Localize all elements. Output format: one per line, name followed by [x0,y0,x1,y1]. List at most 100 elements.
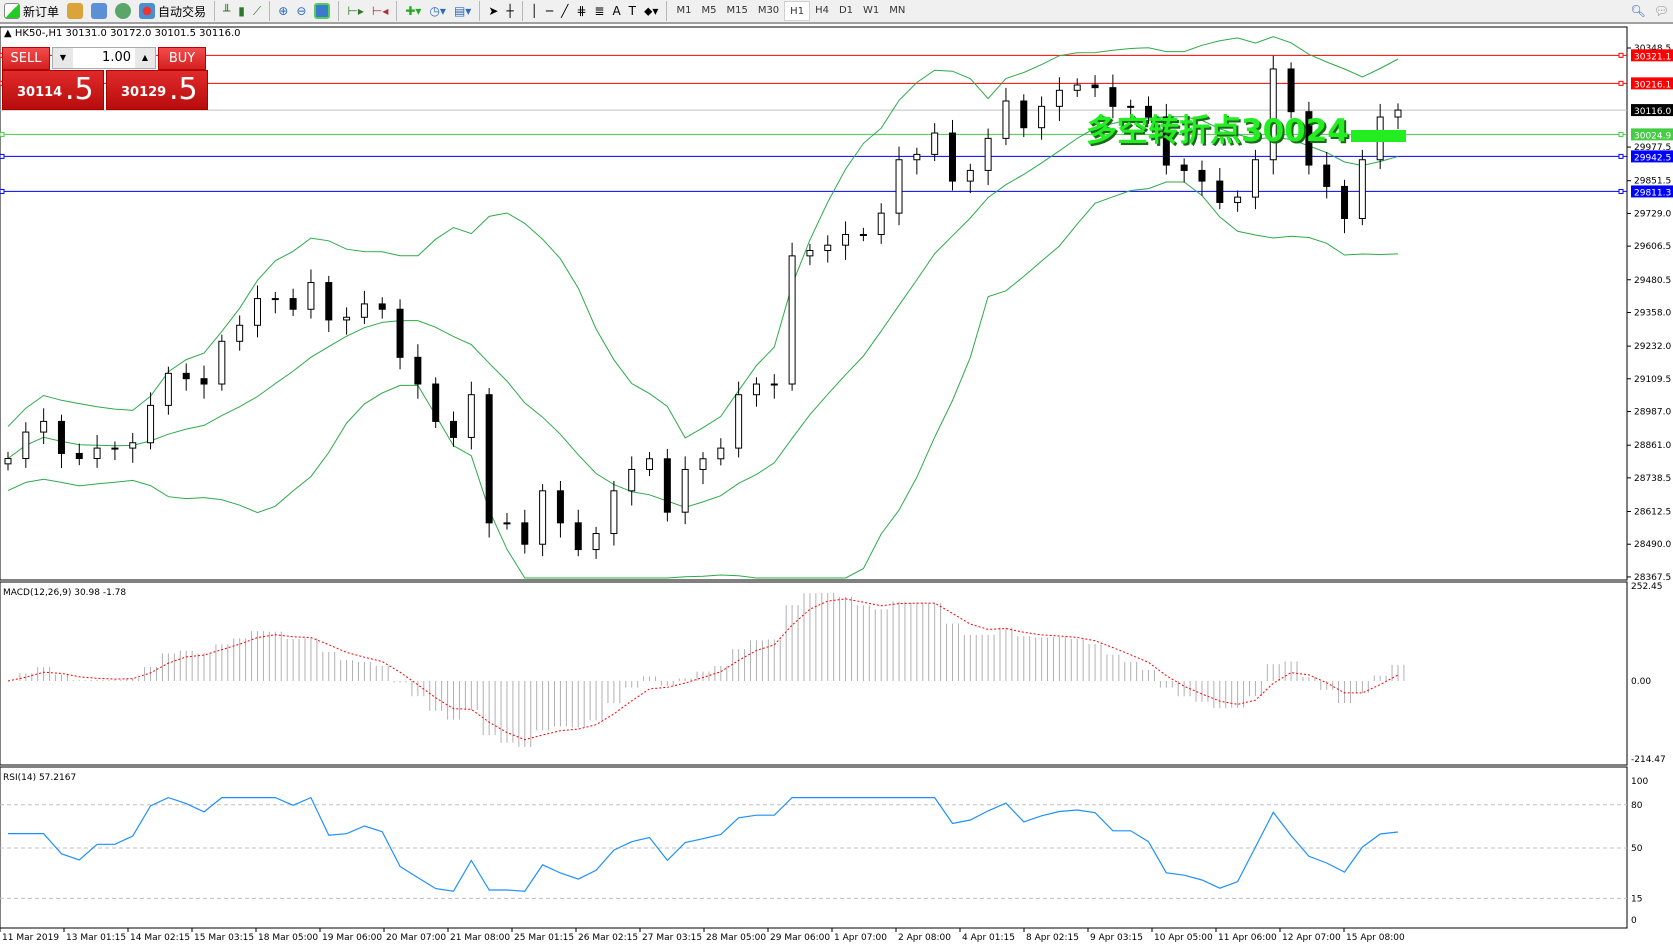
timeframe-h1[interactable]: H1 [784,1,811,21]
candle-bear [1180,164,1188,171]
auto-trading-button[interactable]: 自动交易 [135,0,210,22]
text-label-button[interactable]: T [625,0,640,22]
time-label: 28 Mar 05:00 [706,933,766,943]
timeframe-m30[interactable]: M30 [757,5,780,16]
candle-bear [1341,185,1349,219]
decrease-lots-icon[interactable]: ▼ [59,53,67,62]
timeframe-m1[interactable]: M1 [676,5,692,16]
candle-bull [1234,196,1242,203]
candle-bear [325,282,333,321]
signals-icon [115,3,132,19]
lots-input[interactable]: 1.00 [73,48,135,68]
horizontal-line-icon: ─ [545,4,554,18]
line-handle [0,153,5,159]
zoom-out-button[interactable]: ⊖ [292,0,310,22]
zoom-in-button[interactable]: ⊕ [274,0,292,22]
time-label: 1 Apr 07:00 [834,933,887,943]
candlestick-button[interactable]: ▮ [234,0,249,22]
candle-bear [182,372,190,380]
tile-windows-button[interactable] [310,0,334,22]
candle-bull [1251,159,1259,198]
auto-trading-label: 自动交易 [158,4,207,19]
candle-bull [859,233,867,236]
timeframe-w1[interactable]: W1 [863,5,880,16]
price-label: 30216.1 [1634,80,1671,90]
timeframe-mn[interactable]: MN [889,5,906,16]
templates-button[interactable]: ▤▾ [450,0,475,22]
buy-price-main: 30129 [121,85,167,100]
timeframe-m15[interactable]: M15 [726,5,748,16]
candle-bear [75,452,83,460]
candle-bull [539,490,547,545]
crosshair-button[interactable]: ┼ [502,0,517,22]
collapse-triangle-icon[interactable]: ▲ [4,28,12,39]
chart-window[interactable]: 30348.5 29977.5 29851.5 29729.0 29606.5 29480… [0,26,1673,944]
zoom-in-icon: ⊕ [278,4,289,18]
macd-tick-label: 252.45 [1631,582,1663,592]
text-button[interactable]: A [608,0,624,22]
timeframe-h4[interactable]: H4 [815,5,829,16]
time-label: 10 Apr 05:00 [1154,933,1213,943]
time-label: 21 Mar 08:00 [450,933,510,943]
separator [521,1,523,21]
lots-stepper[interactable]: ▼ 1.00 ▲ [52,47,156,69]
candle-bull [913,153,921,161]
price-tick-label: 28612.5 [1634,508,1671,518]
price-tick-label: 28490.0 [1634,540,1671,550]
vertical-line-button[interactable]: │ [527,0,542,22]
chart-shift-button[interactable]: ⊢◂ [368,0,392,22]
timeframe-d1[interactable]: D1 [838,5,854,16]
candle-bull [770,383,778,386]
candle-bull [877,212,885,235]
line-chart-button[interactable]: ⟋ [249,0,265,22]
zoom-out-icon: ⊖ [296,4,307,18]
equidistant-channel-button[interactable]: ⋕ [572,0,590,22]
timeframe-m5[interactable]: M5 [701,5,717,16]
increase-lots-icon[interactable]: ▲ [141,53,149,62]
price-label-box [1631,104,1673,117]
price-chart[interactable]: 30348.5 29977.5 29851.5 29729.0 29606.5 29480… [0,26,1673,944]
sell-price-main: 30114 [17,85,63,100]
candle-bull [253,298,261,326]
buy-price-button[interactable]: 30129 .5 [106,70,208,110]
periods-button[interactable]: ◷▾ [425,0,450,22]
candle-bull [699,458,707,470]
search-button[interactable]: 🔍︎ [1627,0,1650,22]
time-label: 14 Mar 02:15 [130,933,190,943]
horizontal-line-button[interactable]: ─ [542,0,557,22]
fibonacci-button[interactable]: ≣ [590,0,608,22]
cursor-button[interactable]: ➤ [484,0,502,22]
price-tick-label: 29480.5 [1634,276,1671,286]
sell-price-button[interactable]: 30114 .5 [2,70,104,110]
arrows-button[interactable]: ⬥▾ [640,0,662,22]
signals-button[interactable] [111,0,135,22]
chat-button[interactable]: 💬︎ [1650,0,1673,22]
buy-button[interactable]: BUY [158,47,206,70]
candle-bull [40,420,48,433]
trendline-button[interactable]: ╱ [557,0,572,22]
time-label: 9 Apr 03:15 [1090,933,1143,943]
auto-scroll-button[interactable]: ⊢▸ [343,0,367,22]
candle-bear [663,458,671,513]
candle-bull [147,404,155,444]
price-tick-label: 30348.5 [1634,44,1671,54]
price-tick-label: 29851.5 [1634,177,1671,187]
new-order-button[interactable]: 新订单 [0,0,63,22]
price-label-box [1631,128,1673,141]
indicators-button[interactable]: ✚▾ [401,0,425,22]
bar-chart-button[interactable]: ╨ [219,0,234,22]
auto-scroll-icon: ⊢▸ [347,4,364,18]
candle-bull [503,522,511,525]
market-watch-icon [67,3,84,19]
navigator-button[interactable] [87,0,111,22]
line-handle [1618,153,1624,159]
sell-price-pips: .5 [65,72,94,107]
sell-button[interactable]: SELL [2,47,50,70]
line-handle [0,188,5,194]
line-handle [1618,188,1624,194]
arrows-icon: ⬥▾ [644,3,659,18]
candle-bull [1038,105,1046,129]
price-label-box [1631,49,1673,62]
market-watch-button[interactable] [63,0,87,22]
candle-bull [681,468,689,513]
